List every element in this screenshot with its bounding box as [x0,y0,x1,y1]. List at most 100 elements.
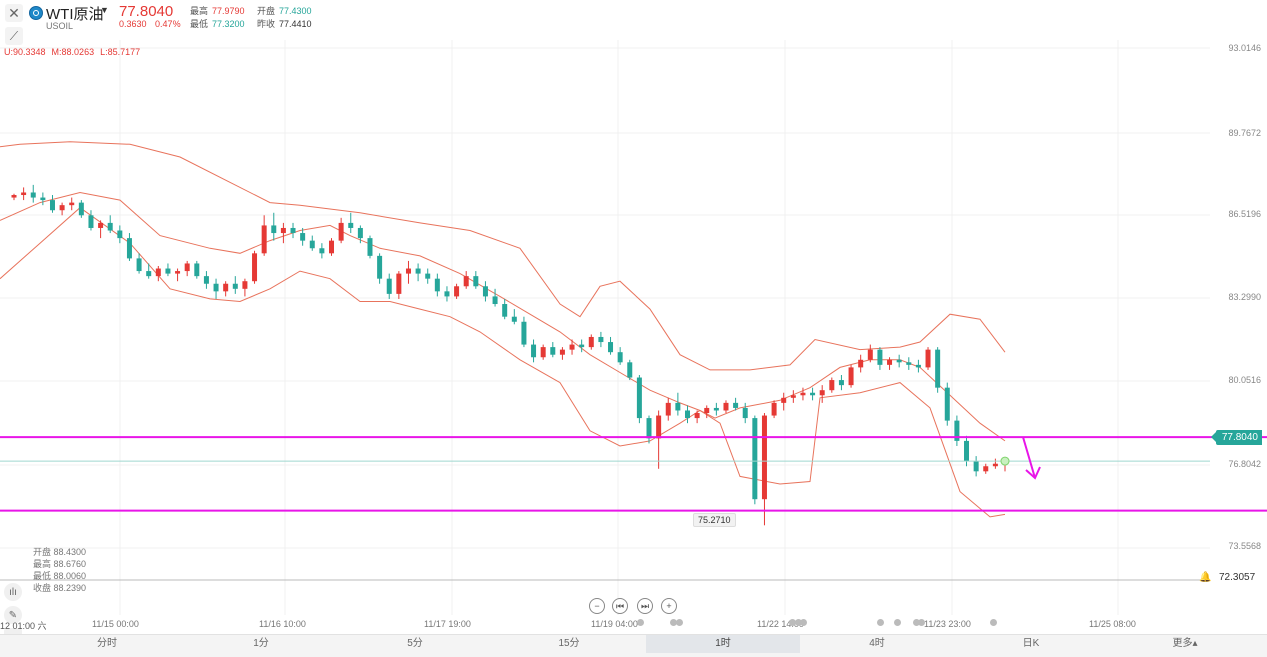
candle-body [588,336,594,348]
candle-body [405,268,411,274]
y-tick: 83.2990 [1228,292,1261,302]
event-dot[interactable] [894,619,901,626]
bollinger-lower: L:85.7177 [100,47,141,57]
candle-body [521,321,527,345]
change-value: 0.3630 [119,19,147,29]
candle-body [194,263,200,277]
symbol-dropdown-icon[interactable]: ▼ [100,5,109,15]
candle-body [944,387,950,421]
candle-body [540,347,546,358]
zoom-in-button[interactable]: + [661,598,677,614]
candle-body [954,420,960,441]
indicator-icon[interactable]: ılı [4,583,22,601]
candle-body [49,200,55,211]
event-dot[interactable] [789,619,796,626]
candle-body [21,192,27,196]
candle-body [78,202,84,216]
candle-body [887,359,893,365]
zoom-out-button[interactable]: − [589,598,605,614]
stat-low-value: 77.3200 [212,19,245,29]
event-dot[interactable] [918,619,925,626]
candle-body [175,271,181,274]
candle-body [848,367,854,386]
scroll-end-button[interactable]: ⏭ [637,598,653,614]
candle-body [473,276,479,287]
bollinger-middle: M:88.0263 [51,47,95,57]
candle-body [733,402,739,408]
candle-body [434,278,440,292]
candle-body [425,273,431,279]
candle-body [646,418,652,439]
candle-body [598,336,604,343]
candle-body [877,349,883,365]
candle-body [203,276,209,284]
candle-body [117,230,123,239]
draw-tool-icon[interactable]: ⟋ [5,27,23,45]
y-tick: 73.5568 [1228,541,1261,551]
candle-body [454,286,460,297]
bell-icon[interactable]: 🔔 [1199,572,1212,583]
candle-body [790,395,796,398]
event-dot[interactable] [795,619,802,626]
overlays [0,436,1267,512]
event-dot[interactable] [637,619,644,626]
scroll-start-button[interactable]: ⏮ [612,598,628,614]
candle-body [223,283,229,292]
x-tick: 11/22 14:00 [757,619,804,629]
candle-body [300,233,306,241]
alert-price-tag: 72.3057 [1219,572,1256,583]
close-icon[interactable]: ✕ [5,4,23,22]
y-tick: 80.0516 [1228,375,1261,385]
event-dot[interactable] [913,619,920,626]
event-dot[interactable] [877,619,884,626]
event-dot[interactable] [990,619,997,626]
pen-icon[interactable]: ✎ [4,606,22,624]
candle-body [232,283,238,289]
timeframe-tab[interactable]: 15分 [558,638,580,649]
timeframe-tab[interactable]: 日K [1022,638,1040,649]
timeframe-more[interactable]: 更多▴ [1172,638,1198,649]
candle-body [59,205,65,211]
stat-open-label: 开盘 [257,6,276,16]
candle-body [838,380,844,386]
event-dot[interactable] [800,619,807,626]
candle-body [829,380,835,391]
timeframe-tab[interactable]: 1分 [253,638,269,649]
candle-body [617,352,623,363]
candle-body [867,349,873,360]
x-tick: 11/25 08:00 [1089,619,1136,629]
candle-body [608,342,614,353]
grid [0,40,1210,615]
event-dot[interactable] [670,619,677,626]
candle-body [252,253,258,282]
stat-high: 最高 77.9790 [190,4,245,17]
x-tick: 11/15 00:00 [92,619,139,629]
stat-low-label: 最低 [190,19,209,29]
candle-body [357,227,363,239]
candle-body [242,281,248,289]
timeframe-tab[interactable]: 5分 [407,638,423,649]
candle-body [579,344,585,348]
ohlc-close: 收盘 88.2390 [33,583,87,593]
stat-low: 最低 77.3200 [190,17,245,30]
event-dot[interactable] [676,619,683,626]
candle-body [136,258,142,272]
candle-body [11,195,17,198]
y-tick: 76.8042 [1228,459,1261,469]
ohlc-low: 最低 88.0060 [33,571,87,581]
candle-body [329,240,335,254]
timeframe-tab-active[interactable]: 1时 [646,635,800,653]
timeframe-tab[interactable]: 4时 [869,638,885,649]
timeframe-tab[interactable]: 分时 [97,638,117,649]
candle-body [261,225,267,254]
candle-body [915,364,921,368]
candle-body [463,276,469,287]
bollinger-legend: U:90.3348 M:88.0263 L:85.7177 [4,47,146,57]
candle-body [723,402,729,411]
candle-body [656,415,662,439]
symbol-name[interactable]: WTI原油 [46,6,104,23]
down-arrow-icon [1022,436,1036,479]
bollinger-upper: U:90.3348 [4,47,46,57]
x-tick-first: 12 01:00 六 [0,621,47,631]
